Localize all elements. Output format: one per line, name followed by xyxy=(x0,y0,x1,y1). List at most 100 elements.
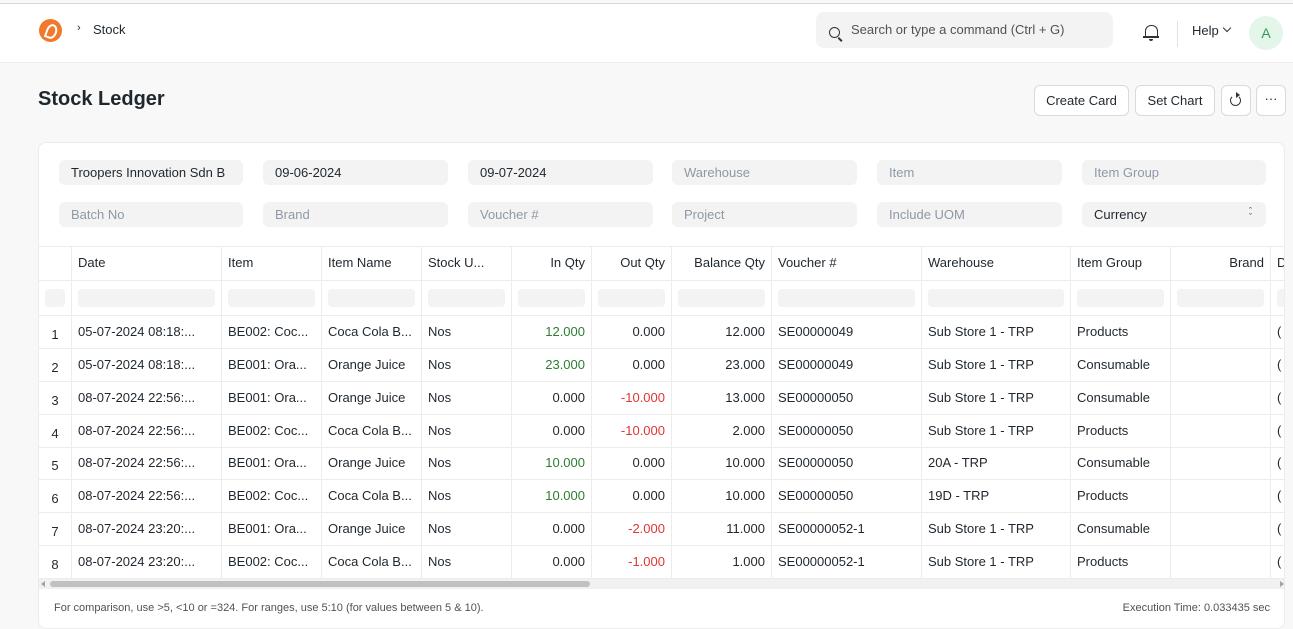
column-header[interactable]: Date xyxy=(72,247,222,280)
column-header[interactable]: In Qty xyxy=(512,247,592,280)
search-input[interactable]: Search or type a command (Ctrl + G) xyxy=(851,22,1065,37)
create-card-button[interactable]: Create Card xyxy=(1034,85,1129,116)
column-header[interactable]: Voucher # xyxy=(772,247,922,280)
column-filter-input[interactable] xyxy=(328,289,415,307)
column-filter-cell xyxy=(1071,281,1171,315)
item-filter[interactable]: Item xyxy=(877,160,1062,185)
table-cell-uom: Nos xyxy=(422,480,512,512)
warehouse-filter[interactable]: Warehouse xyxy=(672,160,857,185)
table-cell-item: BE001: Ora... xyxy=(222,382,322,414)
table-cell-d: ( xyxy=(1271,382,1284,414)
column-filter-input[interactable] xyxy=(778,289,915,307)
table-cell-brand xyxy=(1171,382,1271,414)
table-cell-warehouse: Sub Store 1 - TRP xyxy=(922,316,1071,348)
column-filter-input[interactable] xyxy=(1277,289,1284,307)
batch-no-filter[interactable]: Batch No xyxy=(59,202,243,227)
company-filter[interactable]: Troopers Innovation Sdn B xyxy=(59,160,243,185)
table-row[interactable]: 4 08-07-2024 22:56:... BE002: Coc... Coca C… xyxy=(39,415,1284,448)
column-filter-input[interactable] xyxy=(678,289,765,307)
scroll-left-icon[interactable] xyxy=(41,581,45,587)
refresh-button[interactable] xyxy=(1221,85,1251,116)
table-cell-item-name: Orange Juice xyxy=(322,382,422,414)
column-header[interactable] xyxy=(39,247,72,280)
table-cell-d: ( xyxy=(1271,513,1284,545)
table-cell-voucher: SE00000050 xyxy=(772,415,922,447)
table-cell-item-name: Orange Juice xyxy=(322,447,422,479)
table-row[interactable]: 7 08-07-2024 23:20:... BE001: Ora... Orange… xyxy=(39,513,1284,546)
table-row[interactable]: 5 08-07-2024 22:56:... BE001: Ora... Orange… xyxy=(39,447,1284,480)
column-filter-input[interactable] xyxy=(45,289,65,307)
column-filter-input[interactable] xyxy=(928,289,1064,307)
column-filter-cell xyxy=(672,281,772,315)
voucher-no-filter[interactable]: Voucher # xyxy=(468,202,653,227)
from-date-filter[interactable]: 09-06-2024 xyxy=(263,160,448,185)
project-filter[interactable]: Project xyxy=(672,202,857,227)
table-cell-n: 6 xyxy=(39,480,72,512)
table-cell-d: ( xyxy=(1271,480,1284,512)
more-actions-button[interactable]: ··· xyxy=(1256,85,1286,116)
item-group-filter[interactable]: Item Group xyxy=(1082,160,1266,185)
currency-select-value: Currency xyxy=(1094,207,1147,222)
scroll-right-icon[interactable] xyxy=(1280,581,1284,587)
brand-filter[interactable]: Brand xyxy=(263,202,448,227)
table-cell-date: 08-07-2024 22:56:... xyxy=(72,480,222,512)
table-cell-warehouse: 20A - TRP xyxy=(922,447,1071,479)
search-bar[interactable] xyxy=(816,12,1113,48)
column-header[interactable]: Warehouse xyxy=(922,247,1071,280)
breadcrumb-stock[interactable]: Stock xyxy=(93,22,126,37)
column-filter-cell xyxy=(322,281,422,315)
column-filter-input[interactable] xyxy=(78,289,215,307)
column-filter-input[interactable] xyxy=(428,289,505,307)
column-filter-cell xyxy=(1171,281,1271,315)
column-header[interactable]: Item Group xyxy=(1071,247,1171,280)
avatar[interactable]: A xyxy=(1249,16,1283,50)
table-cell-voucher: SE00000050 xyxy=(772,382,922,414)
table-row[interactable]: 6 08-07-2024 22:56:... BE002: Coc... Coca C… xyxy=(39,480,1284,513)
table-cell-item-name: Orange Juice xyxy=(322,513,422,545)
column-filter-input[interactable] xyxy=(1077,289,1164,307)
page-title: Stock Ledger xyxy=(38,88,165,110)
table-cell-n: 8 xyxy=(39,546,72,578)
table-cell-group: Consumable xyxy=(1071,382,1171,414)
table-cell-uom: Nos xyxy=(422,546,512,578)
column-header[interactable]: D xyxy=(1271,247,1284,280)
include-uom-filter[interactable]: Include UOM xyxy=(877,202,1062,227)
column-header[interactable]: Item Name xyxy=(322,247,422,280)
table-cell-group: Products xyxy=(1071,316,1171,348)
table-cell-date: 08-07-2024 22:56:... xyxy=(72,447,222,479)
table-cell-item: BE001: Ora... xyxy=(222,447,322,479)
table-cell-item: BE001: Ora... xyxy=(222,513,322,545)
horizontal-scrollbar[interactable] xyxy=(39,579,1284,589)
column-header[interactable]: Brand xyxy=(1171,247,1271,280)
table-cell-item: BE002: Coc... xyxy=(222,480,322,512)
table-row[interactable]: 8 08-07-2024 23:20:... BE002: Coc... Coca C… xyxy=(39,546,1284,579)
column-filter-input[interactable] xyxy=(518,289,585,307)
table-cell-date: 08-07-2024 22:56:... xyxy=(72,382,222,414)
notification-bell-icon[interactable] xyxy=(1143,25,1159,41)
column-filter-input[interactable] xyxy=(598,289,665,307)
set-chart-button[interactable]: Set Chart xyxy=(1135,85,1215,116)
table-cell-in-qty: 0.000 xyxy=(512,513,592,545)
help-dropdown[interactable]: Help xyxy=(1192,23,1219,38)
column-filter-input[interactable] xyxy=(228,289,315,307)
app-logo-icon[interactable] xyxy=(39,19,62,42)
table-cell-brand xyxy=(1171,415,1271,447)
chevron-right-icon: › xyxy=(77,22,81,34)
table-cell-d: ( xyxy=(1271,447,1284,479)
column-header[interactable]: Stock U... xyxy=(422,247,512,280)
scrollbar-thumb[interactable] xyxy=(50,581,590,587)
table-cell-out-qty: 0.000 xyxy=(592,480,672,512)
column-header[interactable]: Balance Qty xyxy=(672,247,772,280)
table-cell-uom: Nos xyxy=(422,513,512,545)
table-row[interactable]: 2 05-07-2024 08:18:... BE001: Ora... Orange… xyxy=(39,349,1284,382)
column-filter-input[interactable] xyxy=(1177,289,1264,307)
column-header[interactable]: Item xyxy=(222,247,322,280)
column-filter-cell xyxy=(222,281,322,315)
to-date-filter[interactable]: 09-07-2024 xyxy=(468,160,653,185)
table-cell-n: 4 xyxy=(39,415,72,447)
column-header[interactable]: Out Qty xyxy=(592,247,672,280)
table-cell-out-qty: -2.000 xyxy=(592,513,672,545)
table-row[interactable]: 1 05-07-2024 08:18:... BE002: Coc... Coca C… xyxy=(39,316,1284,349)
table-row[interactable]: 3 08-07-2024 22:56:... BE001: Ora... Orange… xyxy=(39,382,1284,415)
